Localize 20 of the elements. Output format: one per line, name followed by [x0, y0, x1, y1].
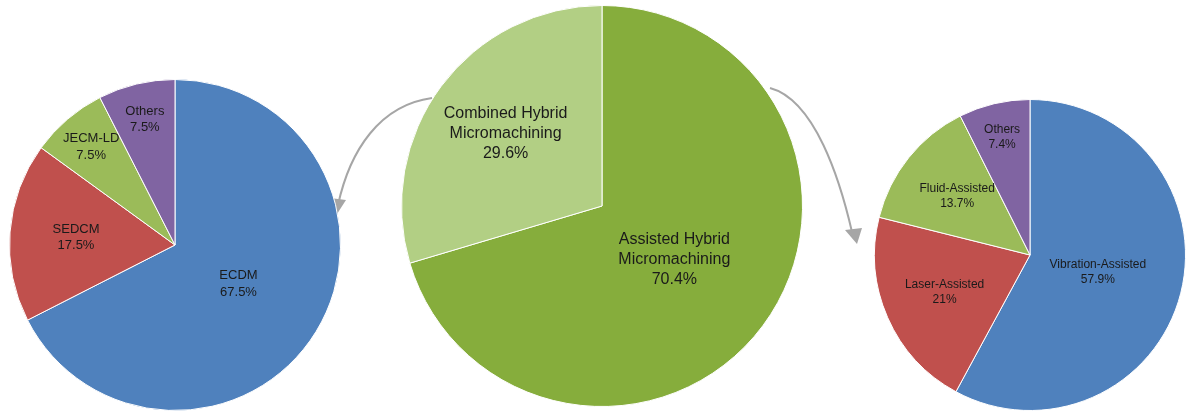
- data-label: 7.4%: [988, 136, 1017, 151]
- data-label: 29.6%: [482, 144, 529, 162]
- slice-label: Others: [984, 121, 1021, 136]
- data-label: 7.5%: [130, 119, 161, 135]
- slice-label: Others: [125, 102, 165, 118]
- slice-label: Combined Hybrid Micromachining: [443, 104, 568, 142]
- slice-label: Laser-Assisted: [904, 277, 985, 292]
- slice-label: JECM-LD: [62, 130, 120, 146]
- slice-label: SEDCM: [52, 220, 100, 236]
- data-label: 57.9%: [1080, 272, 1116, 286]
- slice-label: Vibration-Assisted: [1049, 257, 1147, 271]
- data-label: 21%: [932, 292, 957, 307]
- data-label: 13.7%: [940, 196, 975, 211]
- data-label: 67.5%: [220, 283, 258, 299]
- data-label: 7.5%: [76, 146, 107, 162]
- slice-label: ECDM: [219, 267, 258, 283]
- slice-label: Assisted Hybrid Micromachining: [618, 230, 731, 268]
- slice-label: Fluid-Assisted: [919, 181, 995, 196]
- data-label: 17.5%: [57, 236, 95, 252]
- data-label: 70.4%: [651, 270, 698, 288]
